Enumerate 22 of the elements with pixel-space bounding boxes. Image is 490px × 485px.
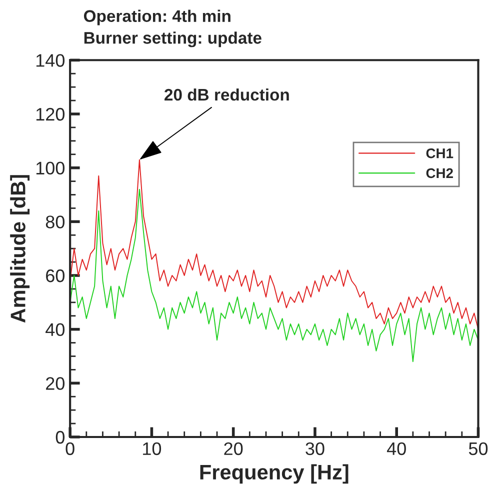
y-tick-label: 100 [36,162,65,175]
y-tick-label: 20 [46,377,65,390]
x-tick-label: 10 [143,442,162,456]
y-tick-label: 0 [56,430,65,444]
y-axis-title: Amplitude [dB] [10,175,30,323]
x-tick-label: 20 [224,442,243,456]
y-tick-label: 140 [36,54,65,67]
chart-subtitle: Burner setting: update [84,32,262,48]
y-tick-label: 40 [46,323,65,336]
legend-label: CH1 [426,148,454,158]
annotation: 20 dB reduction [164,88,289,101]
x-tick-label: 0 [66,442,74,456]
y-tick-label: 120 [36,108,65,121]
legend-label: CH2 [426,168,453,178]
y-tick-label: 60 [46,269,65,282]
chart-title: Operation: 4th min [84,10,230,26]
x-axis-title: Frequency [Hz] [200,464,348,484]
x-tick-label: 50 [468,442,488,456]
line-series [70,188,478,362]
y-tick-label: 80 [46,216,65,228]
x-tick-label: 30 [306,442,324,456]
x-tick-label: 40 [386,442,406,456]
